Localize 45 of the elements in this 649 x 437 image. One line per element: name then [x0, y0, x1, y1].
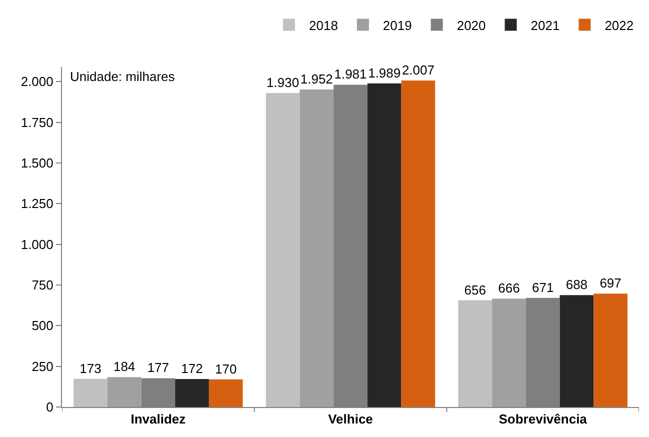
- y-tick-label: 1.500: [20, 156, 54, 171]
- x-tick-label: Invalidez: [130, 412, 186, 427]
- data-label: 170: [215, 361, 237, 376]
- bar: [107, 377, 142, 407]
- legend-label: 2022: [604, 18, 634, 33]
- y-tick-label: 750: [32, 278, 54, 293]
- bar: [492, 298, 526, 407]
- y-tick-label: 500: [32, 318, 54, 334]
- data-label: 666: [498, 280, 520, 296]
- data-label: 177: [147, 360, 170, 376]
- data-label: 671: [532, 280, 554, 295]
- bar: [458, 300, 492, 407]
- y-tick-label: 250: [32, 358, 54, 374]
- bar: [367, 83, 402, 407]
- bar: [401, 80, 436, 407]
- data-label: 173: [80, 360, 102, 376]
- bar: [560, 295, 594, 407]
- data-label: 172: [181, 361, 203, 376]
- data-label: 697: [600, 276, 622, 291]
- legend-label: 2018: [309, 18, 338, 33]
- data-label: 1.930: [266, 75, 300, 90]
- data-label: 688: [566, 277, 588, 292]
- legend-label: 2020: [456, 18, 486, 33]
- y-tick-label: 0: [46, 400, 54, 415]
- y-tick-label: 1.250: [20, 196, 54, 212]
- x-tick-label: Velhice: [328, 412, 373, 427]
- data-label: 1.952: [300, 71, 333, 86]
- annotation: Unidade: milhares: [70, 69, 176, 84]
- bar: [266, 93, 300, 407]
- data-label: 2.007: [402, 62, 434, 78]
- bar: [74, 378, 108, 407]
- data-label: 656: [464, 282, 486, 298]
- data-label: 1.981: [334, 66, 367, 82]
- data-label: 1.989: [368, 65, 401, 80]
- y-tick-label: 1.750: [20, 114, 54, 130]
- data-label: 184: [113, 359, 136, 374]
- y-tick-label: 2.000: [20, 74, 54, 90]
- x-tick-label: Sobrevivência: [498, 412, 588, 427]
- y-tick-label: 1.000: [20, 236, 54, 252]
- bar: [594, 294, 628, 407]
- legend-label: 2021: [530, 18, 560, 33]
- bar: [208, 379, 243, 407]
- legend-label: 2019: [382, 18, 412, 33]
- bar: [175, 379, 209, 407]
- bar: [300, 89, 334, 407]
